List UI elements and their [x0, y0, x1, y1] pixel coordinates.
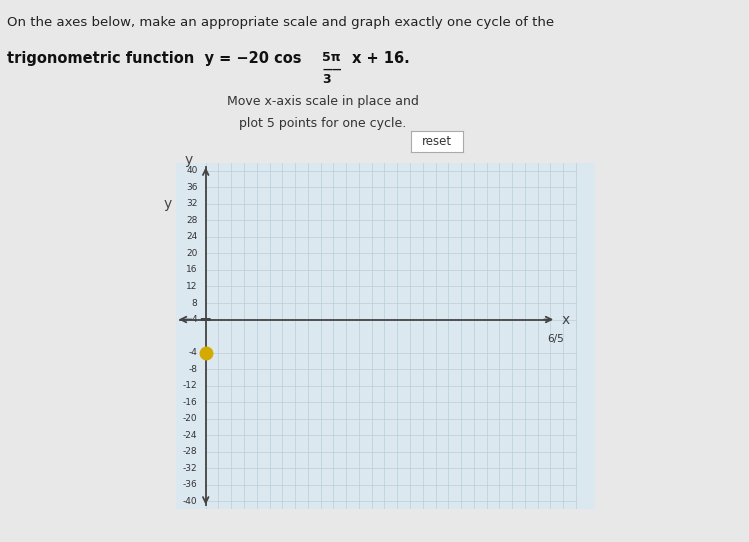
Text: x + 16.: x + 16.	[352, 51, 410, 67]
Text: -4: -4	[189, 348, 198, 357]
Text: y: y	[164, 197, 172, 211]
Text: 3: 3	[322, 73, 331, 86]
Text: 40: 40	[187, 166, 198, 176]
Text: -28: -28	[183, 447, 198, 456]
Text: plot 5 points for one cycle.: plot 5 points for one cycle.	[239, 117, 407, 130]
Text: -36: -36	[183, 480, 198, 489]
Text: 20: 20	[187, 249, 198, 258]
Text: 12: 12	[187, 282, 198, 291]
Text: x: x	[562, 313, 570, 326]
Text: 28: 28	[187, 216, 198, 225]
Text: -12: -12	[183, 381, 198, 390]
Text: 36: 36	[186, 183, 198, 192]
Text: 24: 24	[187, 233, 198, 241]
Text: -8: -8	[189, 365, 198, 373]
Text: 8: 8	[192, 299, 198, 307]
Text: -20: -20	[183, 414, 198, 423]
Text: -32: -32	[183, 464, 198, 473]
Text: ——: ——	[322, 65, 342, 75]
Text: -24: -24	[183, 431, 198, 440]
Text: 6/5: 6/5	[548, 334, 565, 344]
Text: Move x-axis scale in place and: Move x-axis scale in place and	[227, 95, 419, 108]
Text: 4: 4	[192, 315, 198, 324]
Text: -16: -16	[183, 398, 198, 406]
Text: 5π: 5π	[322, 51, 341, 64]
Text: y: y	[185, 153, 193, 167]
Text: On the axes below, make an appropriate scale and graph exactly one cycle of the: On the axes below, make an appropriate s…	[7, 16, 554, 29]
Text: 32: 32	[187, 199, 198, 208]
Text: trigonometric function  y = −20 cos: trigonometric function y = −20 cos	[7, 51, 307, 67]
Text: 16: 16	[186, 266, 198, 274]
Text: -40: -40	[183, 496, 198, 506]
Text: reset: reset	[422, 135, 452, 148]
